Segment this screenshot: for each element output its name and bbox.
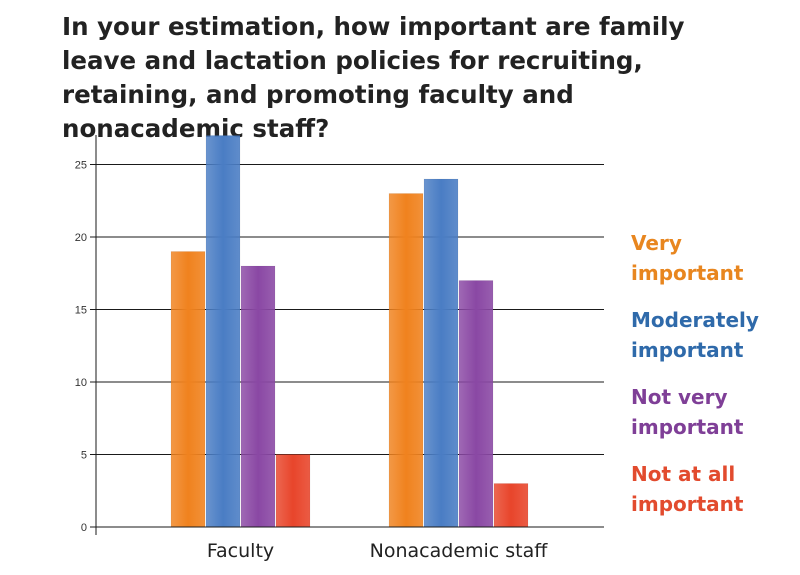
legend-label: important bbox=[631, 492, 744, 516]
bar-very-important-faculty bbox=[170, 251, 206, 528]
y-tick-label: 5 bbox=[81, 450, 87, 462]
y-tick-label: 20 bbox=[75, 232, 87, 244]
bar-very-important-nonacademic-staff bbox=[388, 193, 424, 528]
y-tick-label: 10 bbox=[75, 377, 87, 389]
x-category-label: Faculty bbox=[207, 540, 274, 562]
legend-label: Moderately bbox=[631, 308, 759, 332]
y-tick-label: 0 bbox=[81, 522, 87, 534]
legend-item-very-important: Very important bbox=[631, 231, 744, 285]
bar-not-very-important-faculty bbox=[240, 265, 276, 528]
bar-not-at-all-important-faculty bbox=[275, 454, 311, 528]
x-category-label: Nonacademic staff bbox=[370, 540, 549, 562]
legend-label: important bbox=[631, 261, 744, 285]
axis-layer: 0 5 10 15 20 25 Faculty Nonacademic staff bbox=[75, 135, 604, 562]
bar-moderately-important-nonacademic-staff bbox=[423, 178, 459, 528]
legend-label: Not very bbox=[631, 385, 728, 409]
legend-label: Very bbox=[631, 231, 682, 255]
legend-label: important bbox=[631, 338, 744, 362]
chart-title: In your estimation, how important are fa… bbox=[62, 12, 685, 143]
bar-layer bbox=[170, 135, 529, 528]
legend-label: Not at all bbox=[631, 462, 735, 486]
bar-not-at-all-important-nonacademic-staff bbox=[493, 483, 529, 528]
legend-item-not-very-important: Not very important bbox=[631, 385, 744, 439]
y-tick-label: 25 bbox=[75, 160, 87, 172]
bar-not-very-important-nonacademic-staff bbox=[458, 280, 494, 528]
legend-item-not-at-all-important: Not at all important bbox=[631, 462, 744, 516]
y-tick-label: 15 bbox=[75, 305, 87, 317]
legend-item-moderately-important: Moderately important bbox=[631, 308, 759, 362]
bar-moderately-important-faculty bbox=[205, 135, 241, 528]
legend-label: important bbox=[631, 415, 744, 439]
